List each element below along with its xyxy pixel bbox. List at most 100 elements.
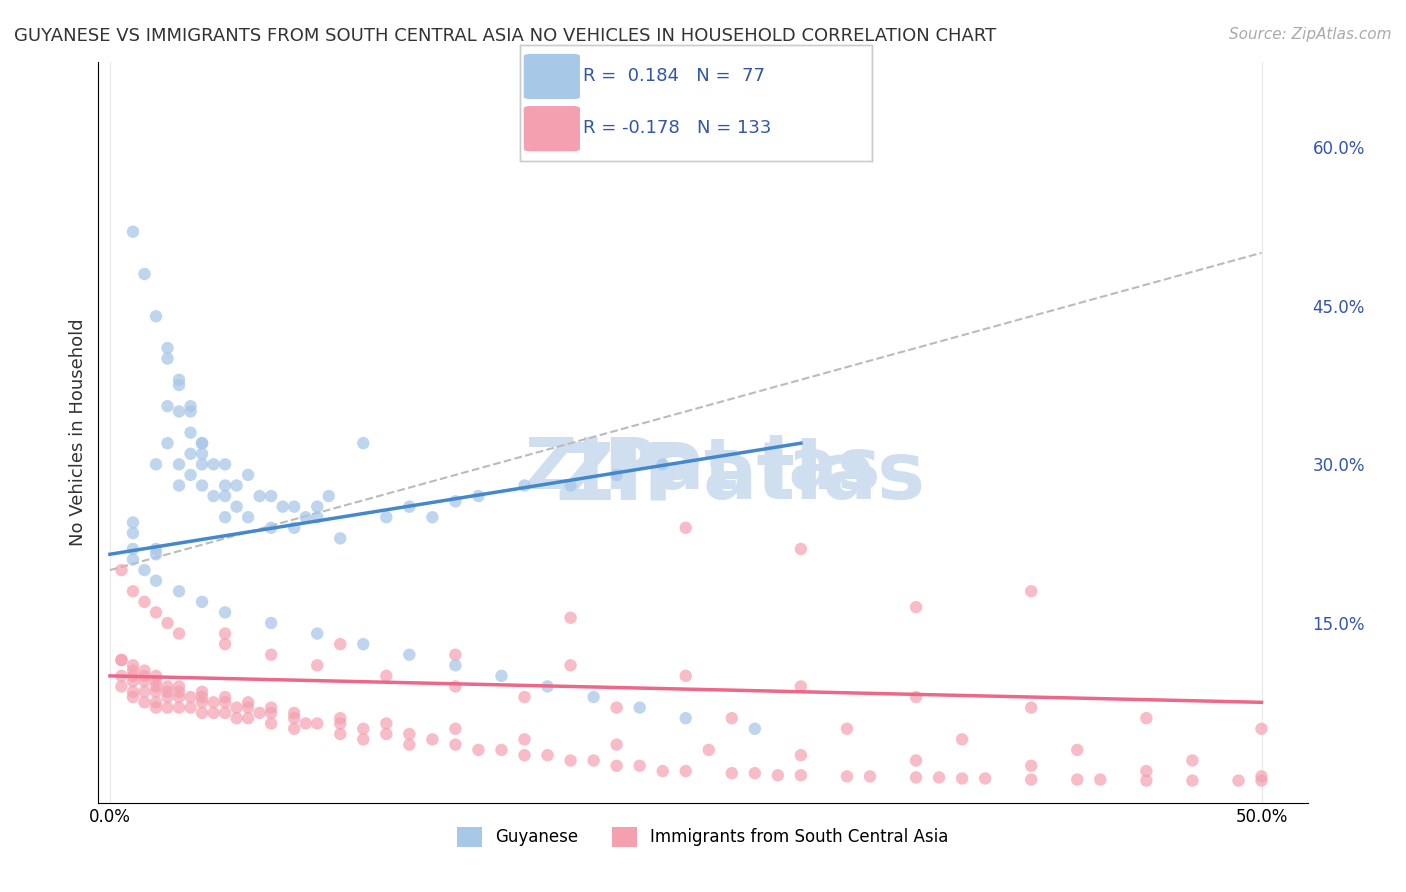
Point: [260, 521, 283, 535]
Point: [122, 584, 145, 599]
Point: [249, 706, 271, 720]
Point: [122, 674, 145, 689]
Point: [1135, 773, 1157, 788]
Point: [167, 478, 190, 492]
Point: [1250, 769, 1272, 783]
Point: [283, 711, 305, 725]
Point: [790, 768, 813, 782]
Point: [790, 541, 813, 556]
Point: [236, 700, 259, 714]
Point: [167, 690, 190, 704]
Point: [283, 706, 305, 720]
Point: [352, 722, 374, 736]
Point: [260, 706, 283, 720]
Point: [928, 771, 950, 785]
Point: [156, 615, 179, 630]
Point: [214, 690, 236, 704]
Point: [214, 706, 236, 720]
Point: [675, 711, 697, 725]
Point: [398, 727, 420, 741]
Point: [375, 669, 398, 683]
Point: [167, 584, 190, 599]
Point: [1066, 743, 1088, 757]
Point: [675, 521, 697, 535]
Point: [720, 766, 742, 780]
Point: [156, 680, 179, 694]
Point: [307, 716, 329, 731]
Point: [249, 489, 271, 503]
Text: GUYANESE VS IMMIGRANTS FROM SOUTH CENTRAL ASIA NO VEHICLES IN HOUSEHOLD CORRELAT: GUYANESE VS IMMIGRANTS FROM SOUTH CENTRA…: [14, 27, 997, 45]
Point: [122, 541, 145, 556]
Point: [214, 510, 236, 524]
Point: [628, 758, 651, 772]
Point: [122, 664, 145, 678]
Point: [294, 510, 316, 524]
Point: [271, 500, 294, 514]
Point: [675, 764, 697, 778]
Point: [329, 637, 352, 651]
Point: [191, 690, 214, 704]
Point: [375, 510, 398, 524]
Y-axis label: No Vehicles in Household: No Vehicles in Household: [69, 318, 87, 547]
Point: [180, 404, 202, 418]
Point: [145, 700, 167, 714]
Point: [110, 563, 132, 577]
Point: [513, 748, 536, 763]
Point: [1019, 772, 1042, 787]
Point: [167, 685, 190, 699]
Point: [214, 478, 236, 492]
Point: [156, 399, 179, 413]
Point: [110, 669, 132, 683]
Legend: Guyanese, Immigrants from South Central Asia: Guyanese, Immigrants from South Central …: [450, 820, 956, 854]
Point: [156, 436, 179, 450]
Point: [560, 754, 582, 768]
Point: [145, 541, 167, 556]
Point: [167, 680, 190, 694]
Point: [651, 764, 673, 778]
Point: [307, 626, 329, 640]
Point: [145, 606, 167, 620]
Text: atlas: atlas: [703, 438, 927, 516]
Point: [180, 399, 202, 413]
Point: [145, 574, 167, 588]
Point: [191, 436, 214, 450]
Point: [134, 664, 156, 678]
Point: [398, 738, 420, 752]
Point: [167, 626, 190, 640]
Point: [134, 674, 156, 689]
Point: [156, 700, 179, 714]
Point: [180, 467, 202, 482]
Point: [1250, 773, 1272, 788]
Point: [191, 685, 214, 699]
Text: ZIP: ZIP: [555, 438, 703, 516]
Point: [1090, 772, 1112, 787]
Point: [145, 695, 167, 709]
Point: [352, 732, 374, 747]
Point: [398, 500, 420, 514]
Point: [110, 680, 132, 694]
Point: [122, 526, 145, 541]
Point: [606, 738, 628, 752]
Point: [628, 700, 651, 714]
Point: [467, 489, 489, 503]
Point: [122, 685, 145, 699]
Point: [513, 690, 536, 704]
Point: [536, 748, 558, 763]
Point: [156, 690, 179, 704]
Point: [352, 637, 374, 651]
Point: [122, 516, 145, 530]
Point: [398, 648, 420, 662]
Point: [606, 467, 628, 482]
Point: [191, 706, 214, 720]
Point: [444, 680, 467, 694]
Point: [1019, 758, 1042, 772]
Point: [444, 494, 467, 508]
Point: [214, 637, 236, 651]
Point: [260, 648, 283, 662]
Point: [167, 378, 190, 392]
Point: [651, 458, 673, 472]
Point: [606, 700, 628, 714]
Point: [307, 500, 329, 514]
Point: [513, 478, 536, 492]
Point: [375, 727, 398, 741]
